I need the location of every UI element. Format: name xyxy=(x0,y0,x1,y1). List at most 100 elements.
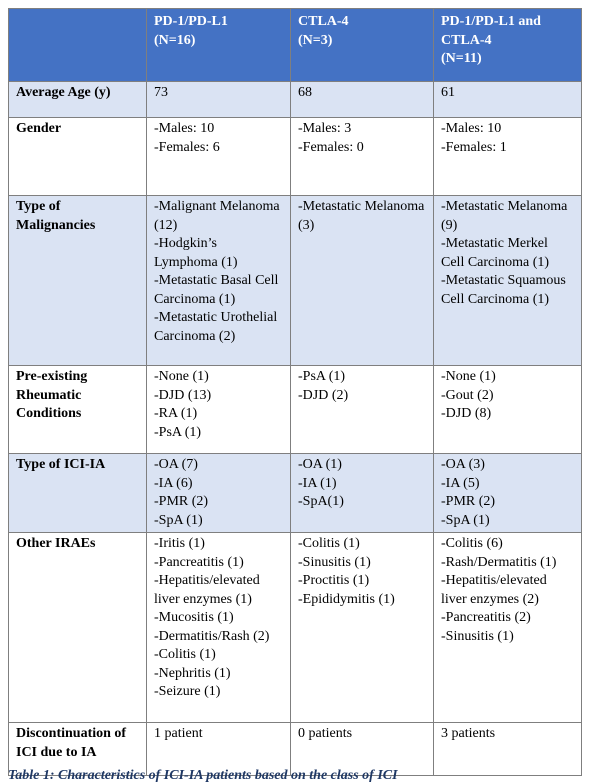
header-cell: PD-1/PD-L1 and CTLA-4 (N=11) xyxy=(433,8,582,82)
data-cell: -Metastatic Melanoma (3) xyxy=(290,195,434,366)
cell-line: -SpA (1) xyxy=(154,512,203,528)
table-row: Type of Malignancies -Malignant Melanoma … xyxy=(8,195,582,366)
cell-line: -Malignant Melanoma (12) xyxy=(154,199,280,233)
cell-line: -OA (7) xyxy=(154,457,198,472)
cell-line: -Metastatic Melanoma (3) xyxy=(298,199,425,233)
header-row: PD-1/PD-L1 (N=16) CTLA-4 (N=3) PD-1/PD-L1 an… xyxy=(8,8,582,82)
cell-line: -Seizure (1) xyxy=(154,684,221,699)
row-label: Other IRAEs xyxy=(8,532,147,723)
cell-line: -Gout (2) xyxy=(441,387,494,403)
data-cell: -Iritis (1) -Pancreatitis (1) -Hepatitis/e… xyxy=(146,532,291,723)
cell-line: 1 patient xyxy=(154,726,203,741)
data-cell: -Malignant Melanoma (12) -Hodgkin’s Lymph… xyxy=(146,195,291,366)
header-line: PD-1/PD-L1 and CTLA-4 xyxy=(441,14,541,48)
cell-line: 73 xyxy=(154,85,168,100)
data-cell: -Colitis (1) -Sinusitis (1) -Proctitis (1)… xyxy=(290,532,434,723)
cell-line: -Rash/Dermatitis (1) xyxy=(441,554,557,570)
data-cell: -None (1) -Gout (2) -DJD (8) xyxy=(433,365,582,454)
cell-line: -PsA (1) xyxy=(154,424,202,440)
data-cell: -OA (7) -IA (6) -PMR (2) -SpA (1) xyxy=(146,453,291,533)
cell-line: -SpA(1) xyxy=(298,494,344,509)
data-cell: -Males: 10 -Females: 6 xyxy=(146,117,291,196)
data-cell: 0 patients xyxy=(290,722,434,776)
cell-line: 3 patients xyxy=(441,726,496,741)
cell-line: -Pancreatitis (2) xyxy=(441,610,531,625)
data-cell: -OA (3) -IA (5) -PMR (2) -SpA (1) xyxy=(433,453,582,533)
cell-line: -Hodgkin’s Lymphoma (1) xyxy=(154,236,238,270)
data-cell: 3 patients xyxy=(433,722,582,776)
cell-line: -DJD (13) xyxy=(154,387,212,403)
data-cell: 73 xyxy=(146,81,291,118)
data-cell: -Males: 10 -Females: 1 xyxy=(433,117,582,196)
cell-line: 68 xyxy=(298,85,312,100)
cell-line: -OA (3) xyxy=(441,457,485,472)
cell-line: -Sinusitis (1) xyxy=(298,554,371,570)
header-line: PD-1/PD-L1 xyxy=(154,14,228,29)
cell-line: -Hepatitis/elevated liver enzymes (2) xyxy=(441,573,547,607)
cell-line: -DJD (8) xyxy=(441,406,492,421)
cell-line: -Metastatic Squamous Cell Carcinoma (1) xyxy=(441,273,566,307)
cell-line: -IA (6) xyxy=(154,475,193,491)
table-row: Other IRAEs -Iritis (1) -Pancreatitis (1) -… xyxy=(8,532,582,723)
table-row: Type of ICI-IA -OA (7) -IA (6) -PMR (2) -SpA… xyxy=(8,453,582,533)
data-cell: -None (1) -DJD (13) -RA (1) -PsA (1) xyxy=(146,365,291,454)
row-label: Type of ICI-IA xyxy=(8,453,147,533)
cell-line: -RA (1) xyxy=(154,406,198,421)
header-cell xyxy=(8,8,147,82)
cell-line: -PMR (2) xyxy=(441,494,496,509)
cell-line: -Colitis (1) xyxy=(298,536,360,551)
cell-line: -Nephritis (1) xyxy=(154,665,231,681)
cell-line: -Proctitis (1) xyxy=(298,573,370,588)
cell-line: -Males: 10 xyxy=(441,121,502,136)
cell-line: -Females: 1 xyxy=(441,139,507,155)
data-cell: -OA (1) -IA (1) -SpA(1) xyxy=(290,453,434,533)
cell-line: -Epididymitis (1) xyxy=(298,591,395,607)
table-row: Discontinuation of ICI due to IA 1 patien… xyxy=(8,722,582,776)
header-cell: CTLA-4 (N=3) xyxy=(290,8,434,82)
cell-line: -Metastatic Melanoma (9) xyxy=(441,199,568,233)
cell-line: -Colitis (6) xyxy=(441,536,503,551)
cell-line: -PMR (2) xyxy=(154,494,209,509)
cell-line: -Dermatitis/Rash (2) xyxy=(154,628,270,644)
cell-line: -Males: 10 xyxy=(154,121,215,136)
cell-line: 0 patients xyxy=(298,726,353,741)
characteristics-table: PD-1/PD-L1 (N=16) CTLA-4 (N=3) PD-1/PD-L1 an… xyxy=(8,8,582,776)
cell-line: -PsA (1) xyxy=(298,369,346,384)
header-line: CTLA-4 xyxy=(298,14,349,29)
cell-line: -Sinusitis (1) xyxy=(441,628,514,644)
table-row: Pre-existing Rheumatic Conditions -None (… xyxy=(8,365,582,454)
data-cell: 68 xyxy=(290,81,434,118)
cell-line: -Metastatic Urothelial Carcinoma (2) xyxy=(154,310,278,344)
cell-line: -Females: 0 xyxy=(298,139,364,155)
data-cell: -Males: 3 -Females: 0 xyxy=(290,117,434,196)
table-row: Average Age (y) 73 68 61 xyxy=(8,81,582,118)
cell-line: -SpA (1) xyxy=(441,512,490,528)
data-cell: 1 patient xyxy=(146,722,291,776)
data-cell: -PsA (1) -DJD (2) xyxy=(290,365,434,454)
row-label: Discontinuation of ICI due to IA xyxy=(8,722,147,776)
cell-line: -OA (1) xyxy=(298,457,342,472)
cell-line: -Metastatic Basal Cell Carcinoma (1) xyxy=(154,273,279,307)
cell-line: -Colitis (1) xyxy=(154,647,216,662)
header-cell: PD-1/PD-L1 (N=16) xyxy=(146,8,291,82)
row-label: Gender xyxy=(8,117,147,196)
caption: Table 1: Characteristics of ICI-IA patie… xyxy=(8,768,398,783)
cell-line: -Metastatic Merkel Cell Carcinoma (1) xyxy=(441,236,550,270)
cell-line: -Mucositis (1) xyxy=(154,610,234,625)
cell-line: 61 xyxy=(441,85,455,100)
cell-line: -None (1) xyxy=(441,369,496,384)
cell-line: -DJD (2) xyxy=(298,387,349,403)
table-container: PD-1/PD-L1 (N=16) CTLA-4 (N=3) PD-1/PD-L1 an… xyxy=(8,8,582,776)
data-cell: 61 xyxy=(433,81,582,118)
cell-line: -Iritis (1) xyxy=(154,536,205,551)
cell-line: -None (1) xyxy=(154,369,209,384)
header-line: (N=16) xyxy=(154,32,196,48)
table-row: Gender -Males: 10 -Females: 6 -Males: 3 -Fem… xyxy=(8,117,582,196)
cell-line: -Hepatitis/elevated liver enzymes (1) xyxy=(154,573,260,607)
row-label: Average Age (y) xyxy=(8,81,147,118)
cell-line: -Pancreatitis (1) xyxy=(154,554,244,570)
cell-line: -IA (5) xyxy=(441,475,480,491)
header-line: (N=3) xyxy=(298,32,333,48)
data-cell: -Colitis (6) -Rash/Dermatitis (1) -Hepatit… xyxy=(433,532,582,723)
